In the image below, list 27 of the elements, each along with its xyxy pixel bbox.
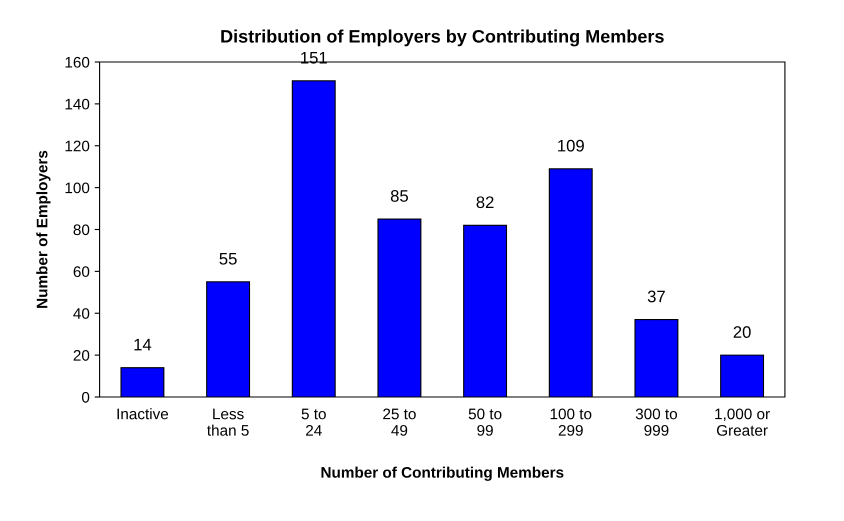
y-tick-label: 140 — [66, 98, 90, 110]
x-tick-label: 300 to 999 — [636, 408, 678, 436]
y-tick-label: 0 — [82, 392, 90, 403]
data-label: 85 — [390, 190, 408, 202]
data-label: 82 — [476, 196, 494, 208]
x-tick-label: Inactive — [118, 408, 168, 420]
y-tick-label: 160 — [66, 56, 90, 68]
y-tick-label: 40 — [73, 308, 90, 319]
y-tick-label: 120 — [66, 140, 90, 152]
y-tick-label: 100 — [66, 182, 90, 194]
y-tick-label: 60 — [74, 266, 90, 278]
x-tick-label: 25 to 49 — [383, 408, 416, 436]
x-axis-title: Number of Contributing Members — [321, 466, 564, 481]
chart-title: Distribution of Employers by Contributing Members — [221, 29, 664, 46]
data-label: 37 — [648, 290, 665, 302]
x-tick-label: 5 to 24 — [302, 408, 326, 436]
data-label: 14 — [134, 338, 152, 350]
x-tick-label: 100 to 299 — [550, 408, 592, 436]
y-axis-title: Number of Employers — [36, 150, 50, 308]
data-label: 55 — [219, 253, 237, 265]
y-tick-label: 80 — [74, 224, 90, 236]
data-label: 109 — [558, 140, 584, 152]
x-tick-label: 1,000 or Greater — [715, 408, 770, 436]
x-tick-label: 50 to 99 — [468, 408, 502, 436]
y-tick-label: 20 — [74, 350, 90, 361]
data-label: 20 — [734, 326, 751, 338]
x-tick-label: Less than 5 — [207, 408, 249, 436]
